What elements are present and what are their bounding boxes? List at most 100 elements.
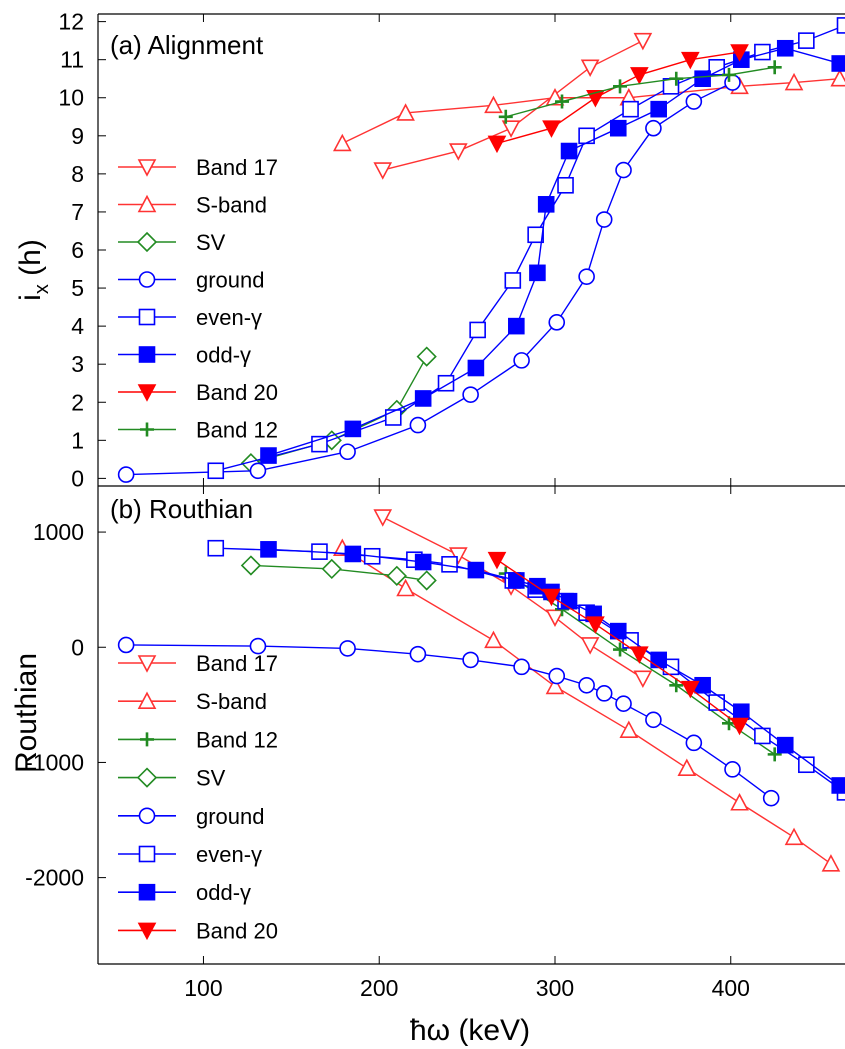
y-axis-title-sub: x — [31, 284, 53, 294]
data-point-odd — [694, 70, 711, 88]
y-tick-label: 9 — [71, 123, 84, 149]
data-point-band-17 — [373, 509, 393, 527]
data-point-s-band — [396, 103, 415, 121]
data-point-even — [441, 556, 458, 573]
y-tick-label: 12 — [58, 9, 84, 35]
data-point-odd — [650, 100, 667, 118]
y-axis-title: ix (h) — [14, 239, 53, 301]
data-point-s-band — [484, 95, 503, 114]
data-point-band-12 — [669, 71, 684, 86]
data-point-even — [754, 727, 771, 745]
data-point-band-20 — [730, 717, 749, 736]
y-axis-title-unit: (h) — [14, 239, 47, 284]
legend-label-s-band: S-band — [196, 193, 267, 218]
legend-label-s-band: S-band — [196, 689, 267, 714]
data-point-odd — [260, 541, 277, 558]
data-point-odd — [609, 622, 627, 640]
data-point-even — [384, 409, 402, 426]
legend-label-odd: odd-γ — [196, 880, 251, 905]
data-point-even — [622, 100, 639, 118]
legend-marker-sv — [136, 231, 158, 253]
data-point-ground — [249, 637, 267, 655]
data-point-ground — [615, 695, 632, 712]
legend-marker-band-20 — [137, 922, 157, 941]
series-odd — [260, 39, 845, 464]
data-point-band-17 — [448, 143, 468, 161]
data-point-odd — [609, 119, 627, 137]
series-line-band-12 — [505, 66, 775, 118]
series-line-s-band — [341, 547, 832, 865]
y-tick-label: 11 — [60, 47, 84, 73]
y-tick-label: 10 — [58, 85, 84, 111]
data-point-ground — [645, 119, 662, 137]
data-point-band-20 — [487, 551, 507, 570]
data-point-band-17 — [373, 162, 393, 180]
data-point-band-17 — [580, 637, 600, 655]
data-point-band-20 — [680, 51, 700, 70]
data-point-even — [557, 176, 574, 194]
y-tick-label: 7 — [71, 199, 84, 225]
legend-label-band-20: Band 20 — [196, 380, 278, 405]
data-point-odd — [529, 264, 546, 282]
y-tick-label: 1000 — [33, 519, 84, 545]
data-point-even — [798, 756, 815, 774]
y-tick-label: 0 — [71, 634, 84, 660]
data-point-sv — [321, 558, 342, 580]
data-point-odd — [650, 651, 667, 669]
data-point-ground — [685, 93, 703, 110]
data-point-band-17 — [545, 609, 565, 628]
data-point-odd — [694, 676, 711, 694]
data-point-odd — [831, 777, 845, 794]
data-point-band-20 — [487, 135, 507, 154]
data-point-ground — [462, 386, 479, 403]
legend-label-band-12: Band 12 — [196, 727, 278, 752]
y-tick-label: 4 — [71, 313, 84, 339]
data-point-even — [207, 539, 225, 557]
data-point-band-12 — [613, 79, 628, 94]
x-axis-title: ħω (keV) — [410, 1014, 530, 1047]
data-point-ground — [117, 636, 135, 654]
data-point-band-12 — [498, 109, 513, 124]
data-point-odd — [508, 317, 525, 335]
series-band-12 — [498, 60, 782, 124]
data-point-ground — [595, 211, 613, 228]
y-tick-label: -2000 — [25, 865, 84, 891]
panel-label: (a) Alignment — [110, 30, 264, 60]
data-point-odd — [414, 553, 432, 571]
data-point-ground — [249, 462, 267, 480]
data-point-odd — [467, 561, 485, 579]
series-line-band-17 — [382, 516, 644, 679]
data-point-even — [207, 462, 225, 480]
legend-marker-band-17 — [137, 655, 157, 673]
series-band-17 — [373, 32, 653, 180]
panel-b-routhian: 1000 0 -1000 -2000 Routhian (b) Routhian Band … — [10, 486, 845, 965]
legend-marker-even — [138, 308, 156, 326]
data-point-odd — [776, 736, 794, 754]
data-point-s-band — [484, 630, 503, 649]
legend-label-band-17: Band 17 — [196, 155, 278, 180]
data-point-ground — [339, 443, 356, 461]
data-point-ground — [724, 74, 741, 91]
legend-marker-odd — [138, 883, 156, 901]
y-tick-label: 5 — [71, 275, 84, 301]
data-point-band-17 — [633, 32, 653, 51]
series-line-band-12 — [505, 572, 776, 755]
series-s-band — [332, 538, 841, 872]
data-point-ground — [645, 711, 662, 729]
data-point-ground — [724, 761, 741, 778]
x-tick-label: 300 — [536, 975, 574, 1001]
data-point-sv — [240, 555, 262, 576]
legend-marker-s-band — [137, 194, 157, 213]
data-point-ground — [409, 416, 427, 434]
data-point-band-12 — [613, 642, 628, 657]
data-point-s-band — [332, 133, 352, 152]
data-point-s-band — [830, 69, 845, 87]
legend: Band 17 S-band Band 12 SV ground even-γ odd-γ B… — [118, 651, 278, 943]
panel-label: (b) Routhian — [110, 494, 253, 524]
data-point-ground — [548, 314, 566, 331]
data-point-s-band — [784, 72, 804, 91]
data-point-even — [836, 17, 845, 34]
data-point-band-17 — [448, 547, 468, 565]
data-point-ground — [513, 658, 530, 676]
legend-marker-s-band — [137, 691, 157, 710]
